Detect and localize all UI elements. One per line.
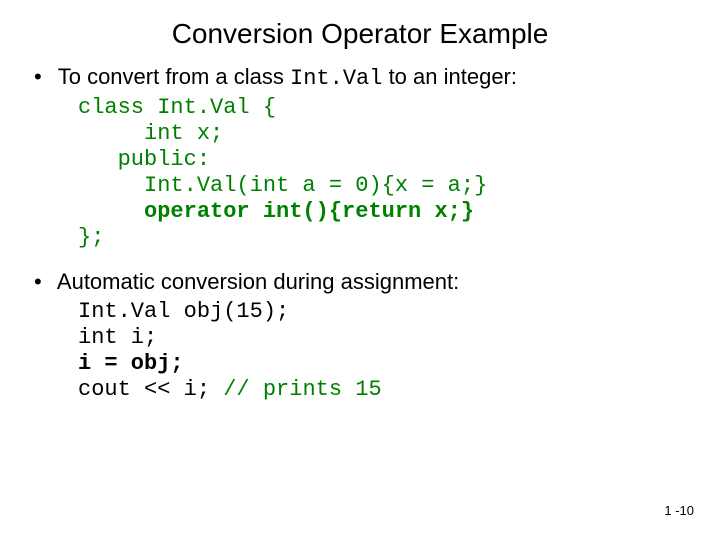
code2-l4a: cout << i; — [78, 377, 223, 402]
bullet-1-mono: Int.Val — [290, 66, 382, 91]
code1-l5: operator int(){return x;} — [78, 199, 474, 224]
bullet-2: • Automatic conversion during assignment… — [30, 269, 690, 295]
page-number: 1 -10 — [664, 503, 694, 518]
code-block-2: Int.Val obj(15); int i; i = obj; cout <<… — [78, 299, 690, 403]
code1-l4: Int.Val(int a = 0){x = a;} — [78, 173, 487, 198]
page-title: Conversion Operator Example — [30, 18, 690, 50]
bullet-1: • To convert from a class Int.Val to an … — [30, 64, 690, 91]
bullet-dot-icon: • — [34, 269, 52, 295]
code1-l1: class Int.Val { — [78, 95, 276, 120]
code2-l2: int i; — [78, 325, 157, 350]
code1-l2: int x; — [78, 121, 223, 146]
code-block-1: class Int.Val { int x; public: Int.Val(i… — [78, 95, 690, 251]
bullet-1-suffix: to an integer: — [382, 64, 517, 89]
code1-l3: public: — [78, 147, 210, 172]
bullet-dot-icon: • — [34, 64, 52, 90]
bullet-1-prefix: To convert from a class — [58, 64, 290, 89]
code2-l4b: // prints 15 — [223, 377, 381, 402]
code1-l6: }; — [78, 225, 104, 250]
bullet-2-text: Automatic conversion during assignment: — [57, 269, 459, 294]
code2-l1: Int.Val obj(15); — [78, 299, 289, 324]
code2-l3: i = obj; — [78, 351, 184, 376]
slide: Conversion Operator Example • To convert… — [0, 0, 720, 540]
